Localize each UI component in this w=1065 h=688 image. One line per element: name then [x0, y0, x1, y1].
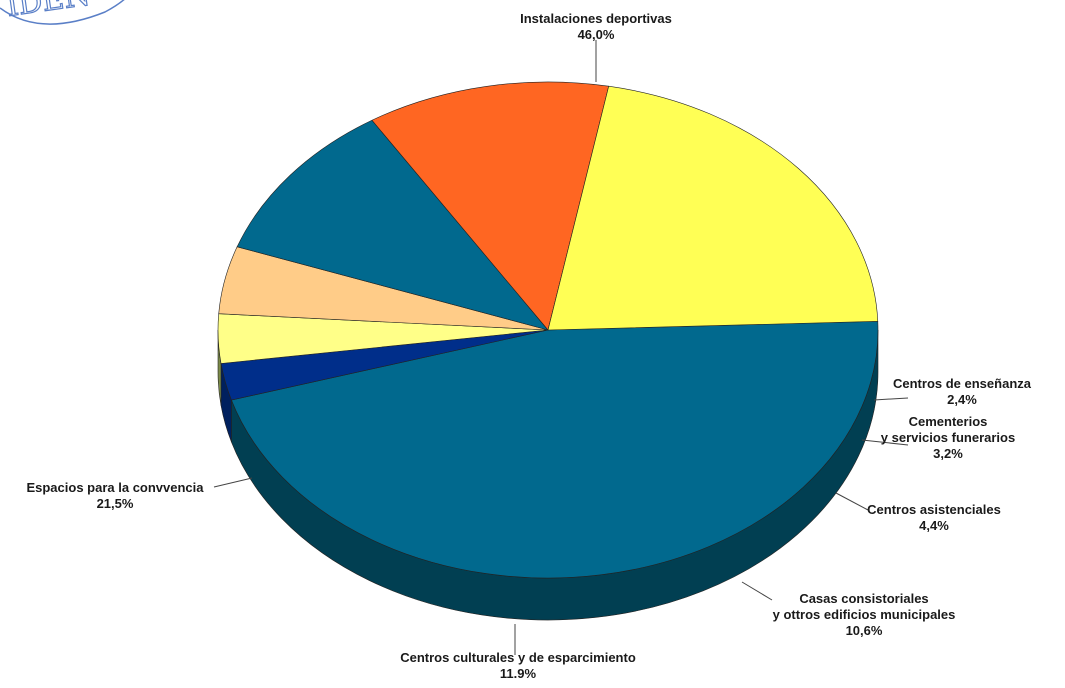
slice-label-cem: Cementerios — [909, 414, 988, 429]
slice-label-cult: Centros culturales y de esparcimiento — [400, 650, 636, 665]
slice-label-casas: Casas consistoriales — [799, 591, 928, 606]
value-label-casas: 10,6% — [846, 623, 883, 638]
pie-slices — [218, 82, 878, 578]
value-label-asist: 4,4% — [919, 518, 949, 533]
slice-label-teach: Centros de enseñanza — [893, 376, 1032, 391]
slice-label-cem: y servicios funerarios — [881, 430, 1015, 445]
slice-label-asist: Centros asistenciales — [867, 502, 1001, 517]
value-label-teach: 2,4% — [947, 392, 977, 407]
slice-label-casas: y ottros edificios municipales — [773, 607, 956, 622]
value-label-sports: 46,0% — [578, 27, 615, 42]
slice-label-conv: Espacios para la convvencia — [26, 480, 204, 495]
leader-line-asist — [836, 493, 868, 510]
leader-line-casas — [742, 582, 772, 600]
value-label-cult: 11.9% — [500, 666, 537, 681]
stamp-seal: IDEN — [0, 0, 128, 24]
value-label-cem: 3,2% — [933, 446, 963, 461]
leader-line-teach — [874, 398, 908, 400]
slice-label-sports: Instalaciones deportivas — [520, 11, 672, 26]
leader-line-conv — [214, 478, 252, 487]
value-label-conv: 21,5% — [97, 496, 134, 511]
